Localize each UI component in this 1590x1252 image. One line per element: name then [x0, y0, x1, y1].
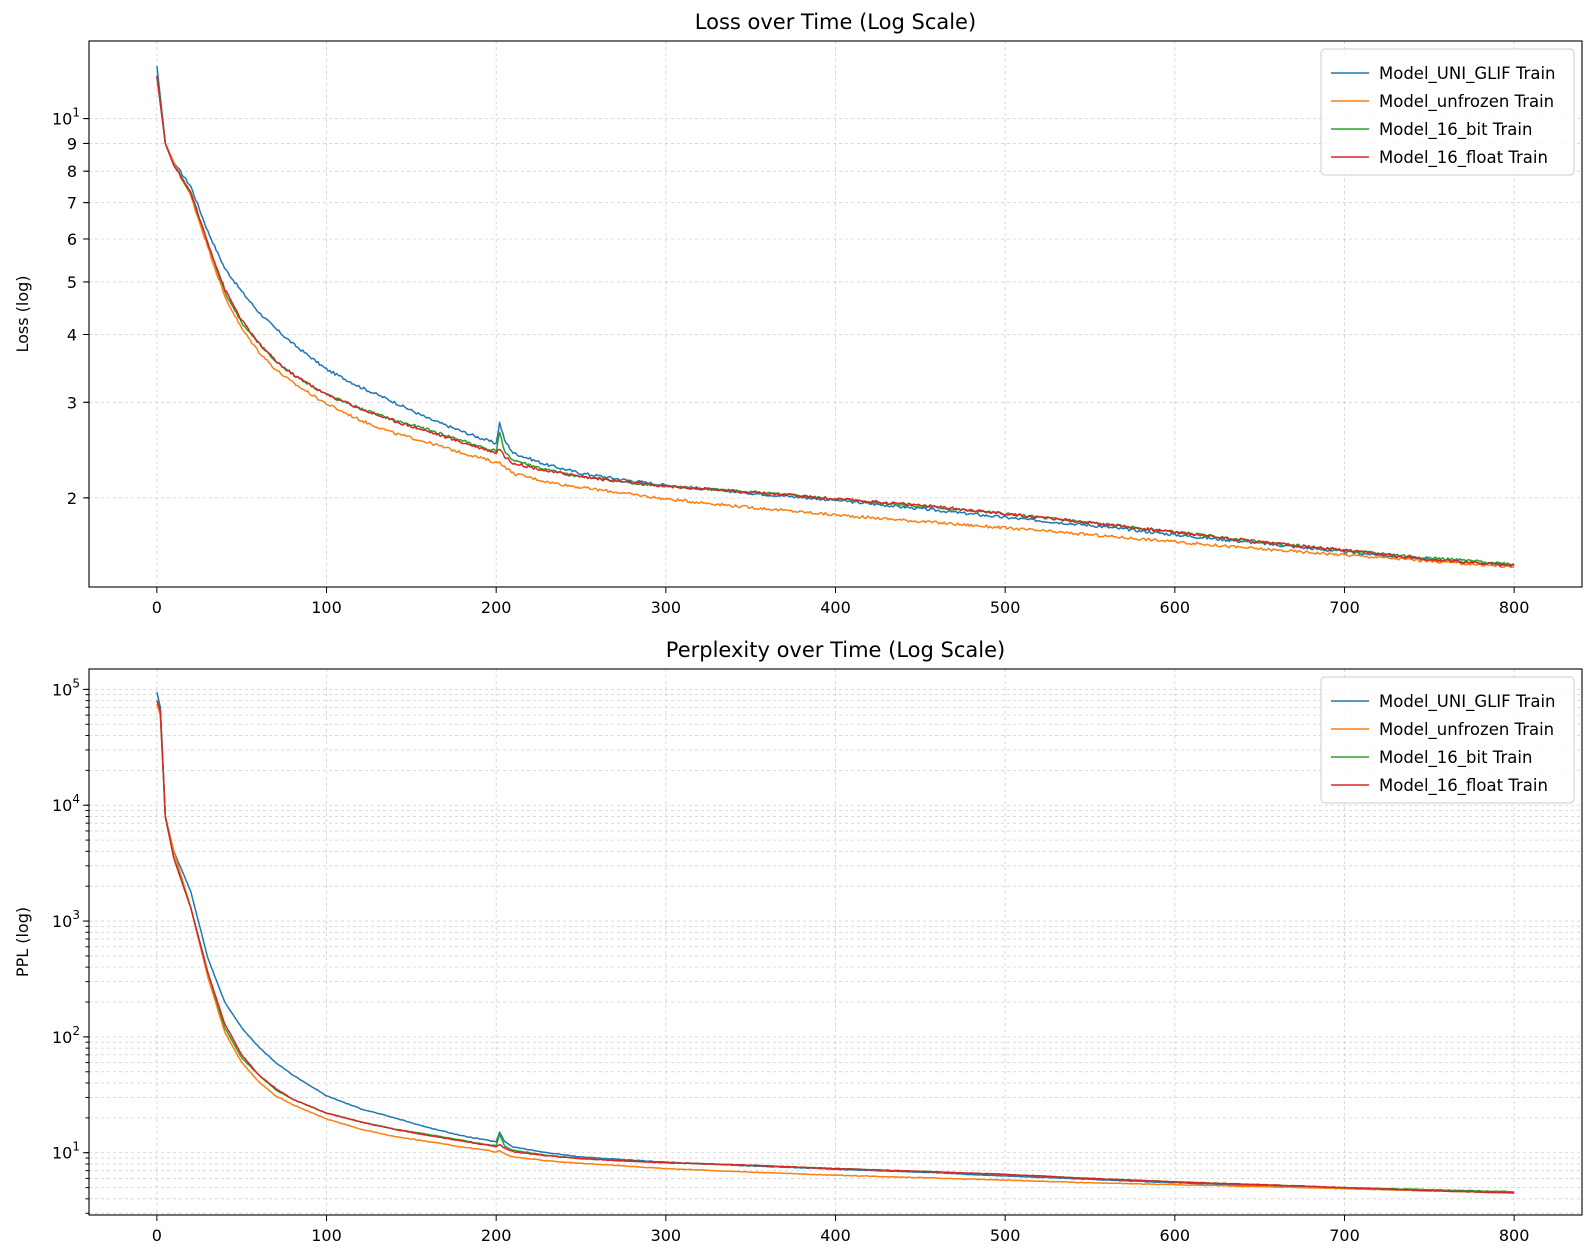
y-axis-label: PPL (log) [13, 907, 32, 977]
legend-label: Model_16_bit Train [1379, 748, 1532, 768]
x-tick-label: 200 [481, 598, 512, 617]
perplexity-chart: Perplexity over Time (Log Scale) 0 100 200 3… [13, 638, 1583, 1245]
legend-label: Model_UNI_GLIF Train [1379, 64, 1556, 84]
legend-label: Model_UNI_GLIF Train [1379, 692, 1556, 712]
x-tick-label: 800 [1499, 598, 1530, 617]
y-tick-base: 10 [52, 1028, 72, 1047]
y-tick-label: 103 [52, 908, 80, 931]
y-tick-label: 6 [67, 230, 77, 249]
x-tick-label: 500 [990, 598, 1021, 617]
y-tick-exponent: 3 [72, 908, 80, 922]
series-line-model-unfrozen-train [156, 77, 1515, 569]
legend: Model_UNI_GLIF Train Model_unfrozen Train… [1320, 48, 1575, 176]
y-tick-label: 104 [52, 792, 80, 815]
x-tick-label: 600 [1160, 1226, 1191, 1245]
axes-frame [88, 668, 1583, 1216]
y-tick-label: 101 [52, 106, 80, 129]
x-tick-label: 100 [311, 598, 342, 617]
x-tick-label: 200 [481, 1226, 512, 1245]
y-tick-label: 7 [67, 194, 77, 213]
x-tick-label: 100 [311, 1226, 342, 1245]
x-tick-label: 0 [152, 1226, 162, 1245]
y-tick-base: 10 [52, 912, 72, 931]
loss-chart: Loss over Time (Log Scale) 0 100 200 300 400 5… [13, 10, 1583, 617]
series-line-model-16-float-train [156, 75, 1515, 568]
x-tick-label: 400 [820, 598, 851, 617]
x-tick-label: 600 [1160, 598, 1191, 617]
y-tick-base: 10 [52, 110, 72, 129]
y-tick-base: 10 [52, 680, 72, 699]
y-tick-base: 10 [52, 796, 72, 815]
y-tick-label: 4 [67, 326, 77, 345]
y-tick-label: 8 [67, 162, 77, 181]
axes-frame [88, 40, 1583, 588]
y-tick-label: 102 [52, 1024, 80, 1047]
series-lines [156, 65, 1515, 569]
series-line-model-16-float-train [156, 700, 1515, 1194]
x-tick-label: 500 [990, 1226, 1021, 1245]
y-tick-exponent: 1 [72, 1140, 80, 1154]
y-tick-exponent: 5 [72, 676, 80, 690]
y-tick-label: 105 [52, 676, 80, 699]
legend-label: Model_unfrozen Train [1379, 92, 1554, 112]
x-tick-label: 700 [1329, 598, 1360, 617]
x-tick-label: 400 [820, 1226, 851, 1245]
x-tick-label: 700 [1329, 1226, 1360, 1245]
chart-title: Loss over Time (Log Scale) [695, 10, 976, 34]
legend-label: Model_16_float Train [1379, 776, 1548, 796]
series-lines [156, 691, 1515, 1194]
x-tick-label: 300 [651, 598, 682, 617]
y-tick-label: 9 [67, 134, 77, 153]
y-tick-label: 101 [52, 1140, 80, 1163]
legend-box [1320, 676, 1575, 804]
series-line-model-unfrozen-train [156, 703, 1515, 1194]
x-tick-label: 300 [651, 1226, 682, 1245]
y-tick-exponent: 4 [72, 792, 80, 806]
y-axis-label: Loss (log) [13, 275, 32, 352]
x-tick-label: 0 [152, 598, 162, 617]
legend: Model_UNI_GLIF Train Model_unfrozen Train… [1320, 676, 1575, 804]
chart-title: Perplexity over Time (Log Scale) [666, 638, 1005, 662]
y-tick-label: 5 [67, 273, 77, 292]
legend-box [1320, 48, 1575, 176]
y-tick-base: 10 [52, 1144, 72, 1163]
x-tick-label: 800 [1499, 1226, 1530, 1245]
y-tick-exponent: 1 [72, 106, 80, 120]
y-tick-exponent: 2 [72, 1024, 80, 1038]
series-line-model-16-bit-train [156, 75, 1515, 566]
y-tick-label: 3 [67, 393, 77, 412]
legend-label: Model_16_float Train [1379, 148, 1548, 168]
legend-label: Model_16_bit Train [1379, 120, 1532, 140]
legend-label: Model_unfrozen Train [1379, 720, 1554, 740]
y-tick-label: 2 [67, 489, 77, 508]
